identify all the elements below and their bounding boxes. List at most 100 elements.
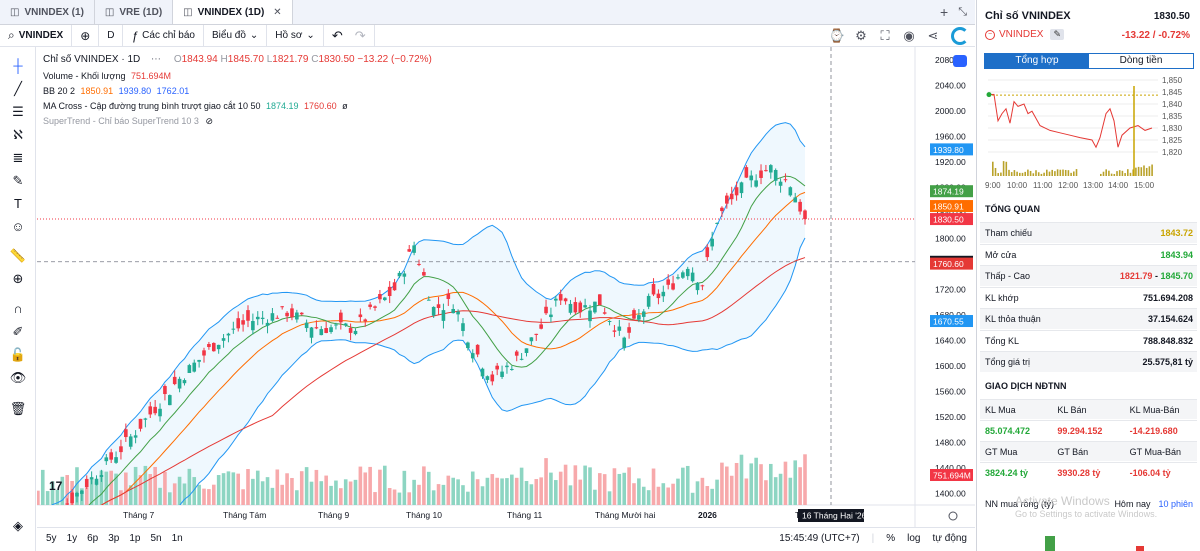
candle-body bbox=[646, 295, 651, 307]
price-chart[interactable]: 2080.002040.002000.001960.001920.001880.… bbox=[37, 47, 975, 551]
legend-ma-cross[interactable]: MA Cross - Cập đường trung bình trượt gi… bbox=[43, 101, 348, 111]
candle-body bbox=[671, 283, 675, 290]
range-5n[interactable]: 5n bbox=[150, 533, 162, 544]
range-5y[interactable]: 5y bbox=[46, 533, 57, 544]
candle-body bbox=[480, 368, 485, 377]
eye-icon[interactable]: 👁 bbox=[9, 370, 27, 385]
pencil-lock-icon[interactable]: ✐ bbox=[12, 324, 24, 339]
candle-body bbox=[803, 210, 807, 220]
intraday-volume-bar bbox=[1016, 171, 1018, 176]
profile-button[interactable]: Hồ sơ ⌄ bbox=[267, 25, 324, 46]
chart-type-label: Biểu đồ bbox=[211, 30, 246, 41]
close-icon[interactable]: ✕ bbox=[273, 6, 282, 18]
candle-body bbox=[602, 312, 607, 314]
tab-summary[interactable]: Tổng hợp bbox=[985, 54, 1089, 68]
camera-icon[interactable]: ◉ bbox=[903, 27, 915, 43]
candle-body bbox=[710, 238, 714, 247]
volume-bar bbox=[182, 483, 187, 505]
indicators-button[interactable]: ƒ Các chỉ báo bbox=[123, 25, 204, 46]
edit-icon[interactable]: ✎ bbox=[1050, 29, 1064, 40]
candle-body bbox=[773, 169, 778, 181]
tab-vre-1d[interactable]: ◫ VRE (1D) bbox=[95, 0, 174, 24]
nn-today-button[interactable]: Hôm nay bbox=[1114, 499, 1151, 509]
percent-toggle[interactable]: % bbox=[886, 533, 896, 544]
auto-scale-icon[interactable] bbox=[953, 55, 967, 67]
volume-value: 751.694M bbox=[130, 71, 172, 81]
zoom-in-icon[interactable]: ⊕ bbox=[12, 271, 24, 286]
auto-toggle[interactable]: tự động bbox=[932, 533, 968, 544]
time-settings-icon[interactable] bbox=[948, 511, 958, 521]
volume-bar bbox=[641, 486, 646, 505]
intraday-volume-bar bbox=[1127, 169, 1129, 176]
eye-hidden-icon[interactable]: ⊘ bbox=[205, 116, 213, 126]
undo-icon[interactable]: ↶ bbox=[331, 27, 343, 43]
candle-body bbox=[661, 291, 666, 297]
volume-bar bbox=[255, 470, 260, 505]
tab-bar: ◫ VNINDEX (1) ◫ VRE (1D) ◫ VNINDEX (1D) … bbox=[0, 0, 975, 25]
volume-bar bbox=[168, 492, 172, 505]
tab-money-flow[interactable]: Dòng tiền bbox=[1119, 55, 1163, 66]
volume-bar bbox=[744, 478, 749, 505]
share-icon[interactable]: ⋖ bbox=[927, 27, 939, 43]
brush-icon[interactable]: ✎ bbox=[12, 173, 24, 188]
legend-menu-icon[interactable]: ⋯ bbox=[151, 54, 162, 65]
bottom-bar: 5y 1y 6p 3p 1p 5n 1n 15:45:49 (UTC+7) | % log … bbox=[37, 527, 975, 549]
overview-value: 25.575,81 tỷ bbox=[1142, 357, 1193, 367]
interval-button[interactable]: D bbox=[99, 25, 124, 46]
compare-button[interactable]: ⊕ bbox=[72, 25, 100, 46]
crosshair-icon[interactable]: ┼ bbox=[13, 58, 23, 73]
candle-body bbox=[275, 317, 280, 319]
fibonacci-icon[interactable]: ≣ bbox=[12, 150, 24, 165]
add-tab-icon[interactable]: + bbox=[940, 4, 949, 20]
time-label: Tháng 7 bbox=[123, 510, 154, 520]
fullscreen-icon[interactable]: ⛶ bbox=[880, 27, 890, 43]
layers-icon[interactable]: ◈ bbox=[13, 518, 23, 533]
brand-logo-icon bbox=[951, 26, 969, 45]
lock-icon[interactable]: 🔓 bbox=[9, 347, 27, 362]
volume-bar bbox=[285, 473, 289, 505]
collapse-icon[interactable]: ⤡ bbox=[958, 5, 967, 18]
volume-bar bbox=[158, 487, 162, 505]
volume-bar bbox=[177, 476, 182, 505]
price-tick-label: 2040.00 bbox=[935, 81, 966, 91]
range-1y[interactable]: 1y bbox=[66, 533, 78, 544]
tab-label: VNINDEX (1D) bbox=[197, 6, 265, 18]
ruler-icon[interactable]: 📏 bbox=[9, 248, 27, 263]
volume-bar bbox=[50, 481, 55, 505]
replay-icon[interactable]: ⌚ bbox=[828, 27, 846, 43]
open-label: O bbox=[173, 54, 182, 65]
emoji-icon[interactable]: ☺ bbox=[11, 219, 25, 234]
intraday-chart[interactable]: 1,850 1,845 1,840 1,835 1,830 1,825 1,820 9:00 1… bbox=[980, 72, 1198, 192]
overview-row: Tham chiếu 1843.72 bbox=[980, 222, 1197, 243]
gear-icon[interactable]: ⚙ bbox=[855, 27, 867, 43]
log-toggle[interactable]: log bbox=[907, 533, 921, 544]
text-icon[interactable]: T bbox=[14, 196, 22, 211]
range-6p[interactable]: 6p bbox=[87, 533, 99, 544]
candle-body bbox=[588, 310, 592, 322]
redo-icon[interactable]: ↷ bbox=[354, 27, 366, 43]
legend-bb[interactable]: BB 20 2 1850.91 1939.80 1762.01 bbox=[43, 86, 189, 96]
chart-canvas[interactable]: 2080.002040.002000.001960.001920.001880.… bbox=[37, 47, 975, 527]
panel-symbol[interactable]: − VNINDEX ✎ bbox=[985, 29, 1064, 40]
trendline-icon[interactable]: ╱ bbox=[14, 81, 22, 96]
tab-vnindex-1d[interactable]: ◫ VNINDEX (1D) ✕ bbox=[173, 0, 293, 24]
volume-bar bbox=[734, 462, 739, 505]
trash-icon[interactable]: 🗑 bbox=[9, 401, 27, 416]
legend-supertrend[interactable]: SuperTrend - Chỉ báo SuperTrend 10 3 ⊘ bbox=[43, 116, 213, 127]
range-1p[interactable]: 1p bbox=[129, 533, 141, 544]
candle-body bbox=[729, 193, 734, 200]
nn-10-button[interactable]: 10 phiên bbox=[1158, 499, 1193, 509]
symbol-search[interactable]: ⌕ VNINDEX bbox=[0, 25, 73, 46]
candle-body bbox=[172, 376, 177, 385]
range-1n[interactable]: 1n bbox=[171, 533, 183, 544]
legend-volume[interactable]: Volume - Khối lượng 751.694M bbox=[43, 71, 171, 81]
chart-type-button[interactable]: Biểu đồ ⌄ bbox=[204, 25, 268, 46]
magnet-icon[interactable]: ∩ bbox=[13, 301, 23, 316]
intraday-volume-bar bbox=[1105, 169, 1107, 176]
tab-vnindex-1[interactable]: ◫ VNINDEX (1) bbox=[0, 0, 95, 24]
range-3p[interactable]: 3p bbox=[108, 533, 120, 544]
intraday-volume-bar bbox=[1021, 172, 1024, 176]
intraday-y-tick: 1,825 bbox=[1162, 136, 1183, 145]
horizontal-lines-icon[interactable]: ☰ bbox=[12, 104, 24, 119]
pattern-icon[interactable]: ℵ bbox=[13, 127, 23, 142]
